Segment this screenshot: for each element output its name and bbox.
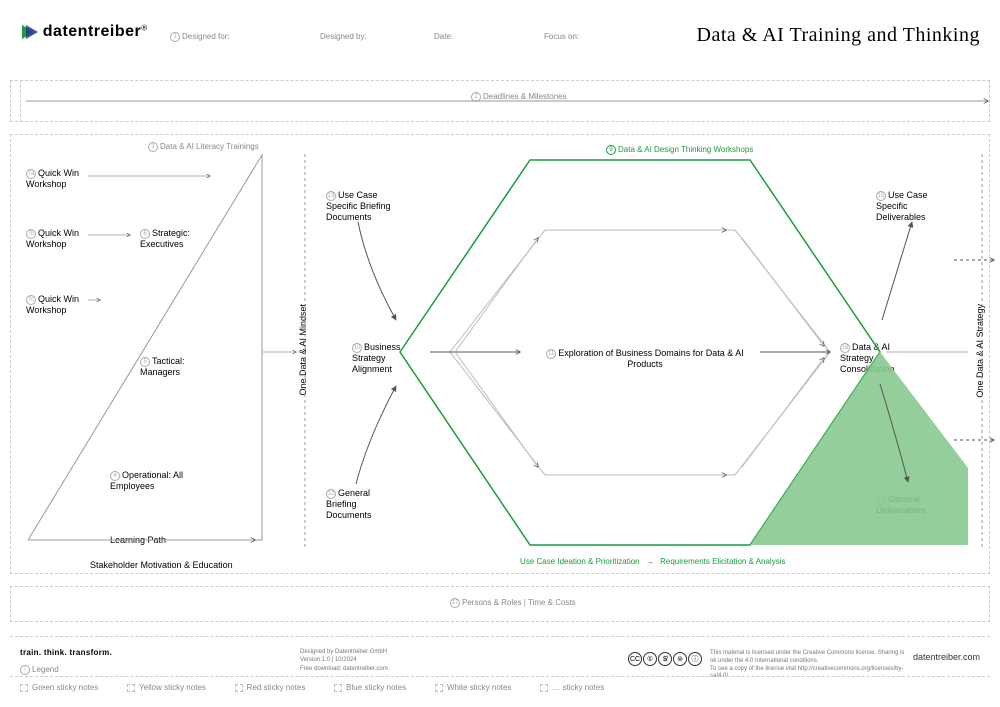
quickwin-1: 7aQuick Win Workshop <box>26 168 86 190</box>
footer-legend-row: Green sticky notes Yellow sticky notes R… <box>20 682 604 693</box>
meta-date: Date: <box>434 32 453 41</box>
triangle-title: 3Data & AI Literacy Trainings <box>148 142 259 152</box>
timeline-row-left-rule <box>20 80 21 122</box>
meta-designed-for: 1Designed for: <box>170 32 230 42</box>
hex-caption: Use Case Ideation & Prioritization → Req… <box>520 557 785 566</box>
hex-right: 16Data & AI Strategy Consolidation <box>840 342 920 374</box>
brand-logo: datentreiber® <box>20 22 147 42</box>
learning-path-label: Learning Path <box>110 535 166 546</box>
tri-node-operational: 4Operational: All Employees <box>110 470 190 492</box>
footer-legend-title: iLegend <box>20 665 59 675</box>
hex-center: 11Exploration of Business Domains for Da… <box>540 348 750 370</box>
meta-designed-by: Designed by: <box>320 32 367 41</box>
tri-node-tactical: 5Tactical: Managers <box>140 356 210 378</box>
persons-label: 17Persons & Roles | Time & Costs <box>450 598 576 608</box>
briefing-spec: 13Use Case Specific Briefing Documents <box>326 190 406 222</box>
cc-icons: CC①$̸⊜ⓘ <box>628 652 703 666</box>
brand-name: datentreiber <box>43 23 141 40</box>
footer-tagline: train. think. transform. <box>20 648 112 657</box>
meta-focus: Focus on: <box>544 32 579 41</box>
hex-title: 9Data & AI Design Thinking Workshops <box>606 145 753 155</box>
quickwin-2: 7bQuick Win Workshop <box>26 228 86 250</box>
briefing-gen: 12General Briefing Documents <box>326 488 396 520</box>
tri-node-strategic: 6Strategic: Executives <box>140 228 210 250</box>
triangle-caption: Stakeholder Motivation & Education <box>90 560 233 571</box>
strategy-label: One Data & AI Strategy <box>975 300 986 402</box>
brand-sup: ® <box>141 23 147 32</box>
page-title: Data & AI Training and Thinking <box>697 24 980 47</box>
hex-left: 10Business Strategy Alignment <box>352 342 422 374</box>
footer-credit: Designed by Datentreiber GmbH Version 1.… <box>300 648 388 673</box>
mindset-label: One Data & AI Mindset <box>298 300 309 400</box>
footer-url: datentreiber.com <box>913 652 980 662</box>
timeline-label: 2Deadlines & Milestones <box>465 92 573 102</box>
quickwin-3: 7cQuick Win Workshop <box>26 294 86 316</box>
deliv-gen: 14General Deliverables <box>876 494 956 516</box>
deliv-spec: 15Use Case Specific Deliverables <box>876 190 956 222</box>
